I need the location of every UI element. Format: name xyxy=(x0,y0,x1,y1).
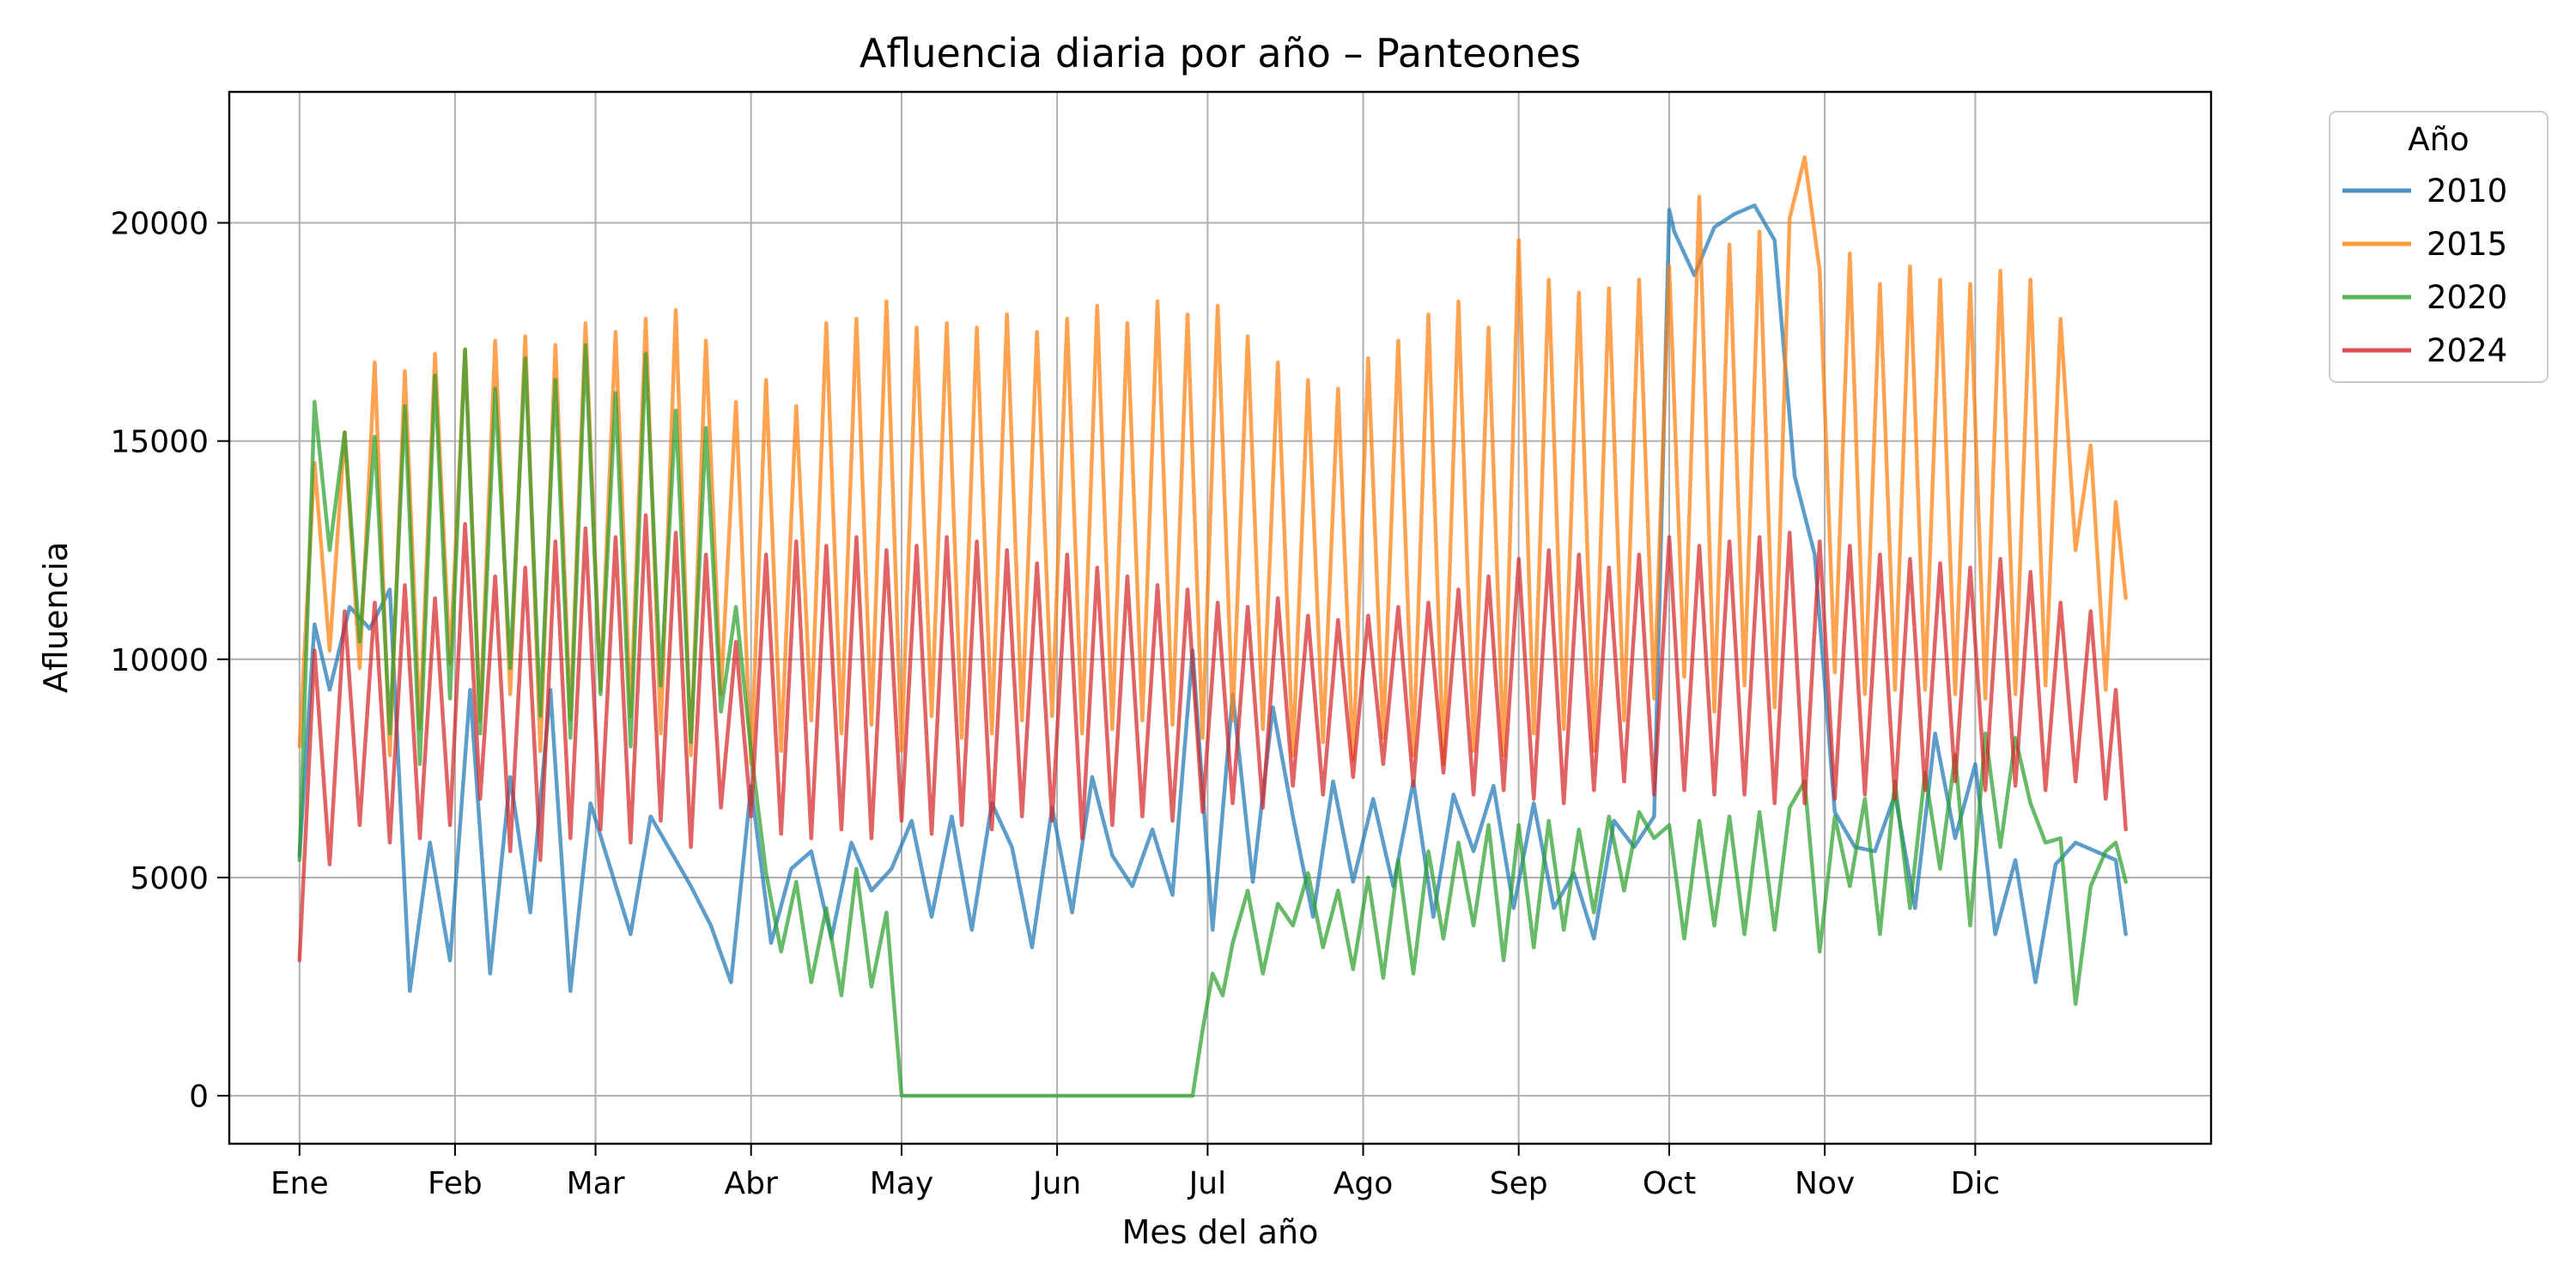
series-line-2010 xyxy=(297,203,2128,993)
legend-items: 2010 2015 2020 2024 xyxy=(2342,173,2507,369)
x-tick-label: Ene xyxy=(270,1166,329,1201)
y-tick-label: 20000 xyxy=(110,206,209,241)
plot-frame xyxy=(228,90,2213,1145)
y-tick-label: 0 xyxy=(189,1079,209,1115)
series-layer xyxy=(297,155,2128,1098)
x-tick-label: Ago xyxy=(1334,1166,1394,1201)
y-axis-title: Afluencia xyxy=(37,542,75,693)
y-tick-label: 10000 xyxy=(110,643,209,678)
legend-label-2020: 2020 xyxy=(2427,279,2507,316)
x-tick-label: Jul xyxy=(1188,1166,1226,1201)
x-tick-label: Sep xyxy=(1490,1166,1548,1201)
y-tick-label: 5000 xyxy=(130,861,209,896)
x-tick-label: May xyxy=(870,1166,933,1201)
x-tick-label: Nov xyxy=(1795,1166,1855,1201)
legend-label-2024: 2024 xyxy=(2427,332,2507,369)
chart-title: Afluencia diaria por año – Panteones xyxy=(860,30,1581,76)
x-tick-label: Mar xyxy=(567,1166,625,1201)
legend-label-2015: 2015 xyxy=(2427,226,2507,263)
ticks-layer: Ene Feb Mar Abr May Jun Jul Ago Sep Oct Nov Dic 0 500… xyxy=(110,206,2000,1201)
series-line-2024 xyxy=(297,513,2128,963)
y-tick-label: 15000 xyxy=(110,425,209,460)
x-axis-title: Mes del año xyxy=(1122,1213,1319,1251)
x-tick-label: Oct xyxy=(1643,1166,1696,1201)
x-tick-label: Dic xyxy=(1951,1166,2001,1201)
x-tick-label: Feb xyxy=(428,1166,483,1201)
legend-label-2010: 2010 xyxy=(2427,173,2507,210)
legend-box xyxy=(2329,111,2549,383)
legend: Año 2010 2015 2020 2024 xyxy=(2329,111,2549,383)
legend-title: Año xyxy=(2408,121,2469,158)
x-tick-label: Abr xyxy=(725,1166,778,1201)
series-line-2020 xyxy=(297,343,2128,1098)
x-tick-label: Jun xyxy=(1031,1166,1081,1201)
